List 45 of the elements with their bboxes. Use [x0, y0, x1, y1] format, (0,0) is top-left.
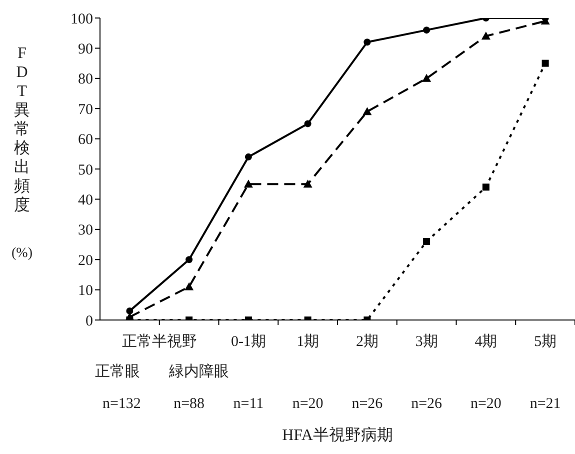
x-tick-label: 2期	[356, 333, 378, 350]
text: 正常眼	[95, 363, 140, 380]
text: n=132	[102, 396, 141, 412]
point	[364, 38, 371, 46]
x-tick-label: 5期	[534, 333, 557, 350]
point	[184, 282, 194, 290]
point	[304, 120, 312, 128]
y-tick-label: 60	[78, 132, 93, 148]
point	[481, 32, 490, 40]
text: n=20	[470, 396, 502, 412]
text: n=88	[174, 396, 205, 412]
point	[542, 60, 549, 67]
y-tick-label: 50	[78, 162, 93, 178]
point	[422, 74, 432, 82]
y-tick-label: 100	[70, 11, 93, 28]
y-tick-label: 0	[86, 313, 93, 330]
x-tick-label: 0-1期	[230, 333, 266, 350]
point	[244, 153, 252, 160]
text: n=26	[411, 396, 443, 412]
text: 緑内障眼	[168, 363, 230, 380]
text: 正常半視野	[122, 333, 197, 350]
text: n=11	[233, 396, 264, 412]
text: n=20	[292, 396, 324, 412]
point	[362, 107, 372, 116]
y-tick-label: 90	[78, 42, 93, 58]
point	[126, 307, 134, 314]
point	[244, 180, 253, 188]
y-tick-label: 70	[78, 102, 93, 118]
point	[482, 184, 490, 191]
point	[423, 26, 430, 34]
x-tick-label: 1期	[296, 333, 320, 350]
text: n=21	[530, 396, 561, 412]
y-tick-label: 80	[78, 72, 93, 88]
point	[186, 256, 193, 264]
x-axis-title: HFA半視野病期	[282, 426, 393, 444]
x-tick-label: 3期	[415, 333, 438, 350]
y-tick-label: 20	[78, 252, 93, 269]
point	[423, 238, 430, 245]
y-tick-label: 40	[78, 192, 93, 209]
y-tick-label: 10	[78, 283, 93, 300]
point	[303, 180, 312, 188]
x-tick-label: 4期	[474, 333, 498, 350]
text: n=26	[352, 396, 384, 412]
text: FDT異常検出頻度(%)	[12, 45, 32, 261]
y-tick-label: 30	[78, 222, 93, 239]
